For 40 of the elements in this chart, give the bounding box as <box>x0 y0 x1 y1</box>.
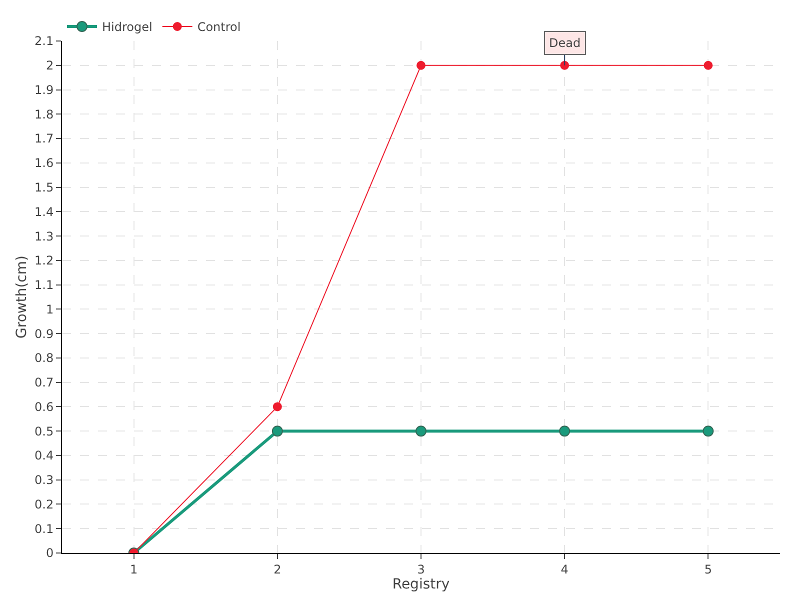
y-tick-label: 0.7 <box>34 376 54 390</box>
y-tick-label: 1.9 <box>34 82 54 97</box>
point <box>272 402 282 412</box>
x-tick-label: 2 <box>274 562 282 576</box>
y-tick-label: 1.8 <box>34 107 54 122</box>
y-tick-label: 1.4 <box>34 204 54 219</box>
point <box>272 426 283 437</box>
x-tick-label: 5 <box>704 562 712 576</box>
y-tick-label: 1.7 <box>34 132 54 146</box>
y-tick-label: 1.1 <box>34 278 54 292</box>
point <box>559 426 570 437</box>
y-tick-label: 0.6 <box>34 400 54 414</box>
y-tick-label: 0.8 <box>34 351 54 366</box>
y-tick-label: 1.2 <box>34 254 54 268</box>
y-tick-label: 0.2 <box>34 497 54 512</box>
y-tick-label: 0.9 <box>34 326 54 341</box>
point <box>560 60 570 70</box>
y-tick-label: 0.3 <box>34 473 54 488</box>
y-axis-title: Growth(cm) <box>14 256 30 338</box>
x-tick-label: 3 <box>417 562 425 576</box>
point <box>416 426 426 437</box>
y-tick-label: 0.5 <box>34 424 54 438</box>
y-tick-label: 0.1 <box>34 522 54 536</box>
point <box>416 60 426 70</box>
point <box>702 426 714 437</box>
x-axis-title: Registry <box>392 576 450 592</box>
legend-label: Control <box>197 20 241 34</box>
y-tick-label: 1.3 <box>34 229 54 244</box>
x-tick-label: 4 <box>560 562 568 576</box>
y-tick-label: 2.1 <box>34 34 54 48</box>
annotation: Dead <box>549 36 581 50</box>
y-tick-label: 1.6 <box>34 156 54 170</box>
y-tick-label: 0.4 <box>34 448 54 463</box>
x-tick-label: 1 <box>130 562 138 576</box>
legend-label: Hidrogel <box>102 20 152 34</box>
y-tick-label: 0 <box>46 546 54 560</box>
y-tick-label: 2 <box>46 58 54 73</box>
y-tick-label: 1.5 <box>34 180 54 194</box>
point <box>704 60 713 70</box>
y-tick-label: 1 <box>46 302 54 316</box>
